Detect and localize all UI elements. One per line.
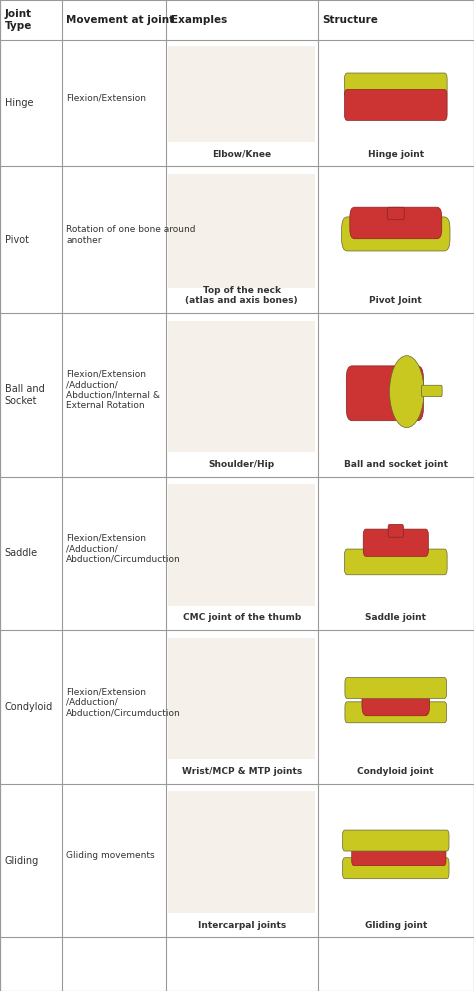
Text: Rotation of one bone around
another: Rotation of one bone around another (66, 225, 196, 245)
Circle shape (390, 356, 424, 428)
Text: Structure: Structure (322, 15, 378, 25)
Text: Flexion/Extension: Flexion/Extension (66, 93, 146, 103)
Text: Ball and
Socket: Ball and Socket (5, 385, 45, 405)
Text: Pivot: Pivot (5, 235, 29, 245)
Text: Flexion/Extension
/Adduction/
Abduction/Circumduction: Flexion/Extension /Adduction/ Abduction/… (66, 687, 181, 717)
Bar (168, 47, 315, 142)
FancyBboxPatch shape (342, 217, 450, 251)
Bar (168, 792, 315, 913)
FancyBboxPatch shape (350, 207, 442, 239)
Text: Gliding joint: Gliding joint (365, 921, 427, 930)
Text: Ball and socket joint: Ball and socket joint (344, 460, 448, 469)
Text: Condyloid joint: Condyloid joint (357, 767, 434, 776)
FancyBboxPatch shape (345, 702, 447, 722)
FancyBboxPatch shape (388, 524, 403, 537)
FancyBboxPatch shape (346, 366, 423, 421)
Text: Examples: Examples (171, 15, 227, 25)
Text: Top of the neck
(atlas and axis bones): Top of the neck (atlas and axis bones) (185, 285, 298, 305)
Text: Gliding movements: Gliding movements (66, 851, 155, 860)
Text: CMC joint of the thumb: CMC joint of the thumb (182, 613, 301, 622)
Bar (168, 485, 315, 606)
Text: Flexion/Extension
/Adduction/
Abduction/Internal &
External Rotation: Flexion/Extension /Adduction/ Abduction/… (66, 370, 160, 410)
FancyBboxPatch shape (343, 858, 449, 879)
Text: Intercarpal joints: Intercarpal joints (198, 921, 286, 930)
Bar (168, 321, 315, 452)
FancyBboxPatch shape (363, 529, 428, 556)
Text: Condyloid: Condyloid (5, 702, 53, 713)
Text: Hinge: Hinge (5, 98, 33, 108)
Bar (168, 173, 315, 288)
FancyBboxPatch shape (362, 686, 429, 716)
FancyBboxPatch shape (421, 385, 442, 396)
Text: Hinge joint: Hinge joint (368, 150, 424, 159)
Text: Gliding: Gliding (5, 855, 39, 866)
FancyBboxPatch shape (345, 73, 447, 97)
FancyBboxPatch shape (345, 549, 447, 575)
FancyBboxPatch shape (345, 89, 447, 121)
Text: Pivot Joint: Pivot Joint (369, 296, 422, 305)
Text: Wrist/MCP & MTP joints: Wrist/MCP & MTP joints (182, 767, 302, 776)
FancyBboxPatch shape (343, 830, 449, 851)
FancyBboxPatch shape (387, 207, 404, 220)
Bar (168, 638, 315, 759)
Text: Flexion/Extension
/Adduction/
Abduction/Circumduction: Flexion/Extension /Adduction/ Abduction/… (66, 533, 181, 564)
Text: Elbow/Knee: Elbow/Knee (212, 150, 271, 159)
FancyBboxPatch shape (352, 842, 446, 866)
Text: Saddle joint: Saddle joint (365, 613, 426, 622)
Text: Saddle: Saddle (5, 548, 38, 559)
FancyBboxPatch shape (345, 678, 447, 699)
Text: Joint
Type: Joint Type (5, 9, 32, 31)
Text: Movement at joint: Movement at joint (66, 15, 174, 25)
Text: Shoulder/Hip: Shoulder/Hip (209, 460, 275, 469)
